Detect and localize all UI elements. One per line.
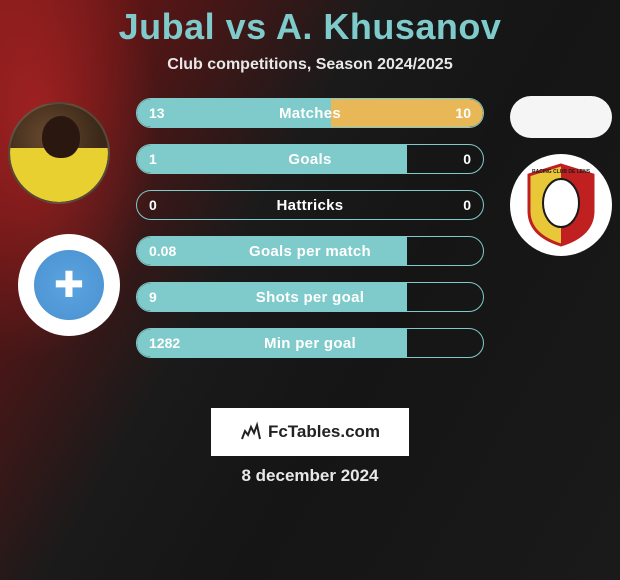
- brand-text: FcTables.com: [268, 422, 380, 442]
- stat-value-left: 1: [149, 151, 157, 167]
- club-right-badge: RACING CLUB DE LENS: [510, 154, 612, 256]
- brand-box: FcTables.com: [211, 408, 409, 456]
- fctables-icon: [240, 421, 262, 443]
- stat-fill-left: [137, 145, 407, 173]
- stat-value-right: 0: [463, 151, 471, 167]
- stat-value-right: 0: [463, 197, 471, 213]
- stat-value-left: 0.08: [149, 243, 176, 259]
- stat-value-left: 9: [149, 289, 157, 305]
- stat-label: Goals: [288, 151, 331, 168]
- main-area: RACING CLUB DE LENS 13 Matches 10 1 Goals 0 0 H…: [0, 94, 620, 580]
- stat-label: Matches: [279, 105, 341, 122]
- lens-logo: RACING CLUB DE LENS: [523, 163, 599, 247]
- stat-value-left: 1282: [149, 335, 180, 351]
- stat-label: Shots per goal: [256, 289, 364, 306]
- stat-row: 0.08 Goals per match: [136, 236, 484, 266]
- stat-row: 1282 Min per goal: [136, 328, 484, 358]
- auxerre-logo: [34, 250, 104, 320]
- subtitle: Club competitions, Season 2024/2025: [167, 56, 452, 74]
- stat-row: 1 Goals 0: [136, 144, 484, 174]
- stat-row: 13 Matches 10: [136, 98, 484, 128]
- stat-value-left: 13: [149, 105, 165, 121]
- comparison-title: Jubal vs A. Khusanov: [119, 6, 502, 48]
- stat-label: Min per goal: [264, 335, 356, 352]
- stat-label: Hattricks: [277, 197, 344, 214]
- stat-label: Goals per match: [249, 243, 371, 260]
- stats-list: 13 Matches 10 1 Goals 0 0 Hattricks 0 0.08 Goals p…: [136, 98, 484, 358]
- date-text: 8 december 2024: [241, 466, 378, 486]
- player-right-avatar: [510, 96, 612, 138]
- player-left-avatar: [8, 102, 110, 204]
- comparison-card: Jubal vs A. Khusanov Club competitions, …: [0, 0, 620, 580]
- stat-row: 0 Hattricks 0: [136, 190, 484, 220]
- club-left-badge: [18, 234, 120, 336]
- stat-value-left: 0: [149, 197, 157, 213]
- svg-text:RACING CLUB DE LENS: RACING CLUB DE LENS: [532, 169, 591, 175]
- stat-value-right: 10: [455, 105, 471, 121]
- stat-row: 9 Shots per goal: [136, 282, 484, 312]
